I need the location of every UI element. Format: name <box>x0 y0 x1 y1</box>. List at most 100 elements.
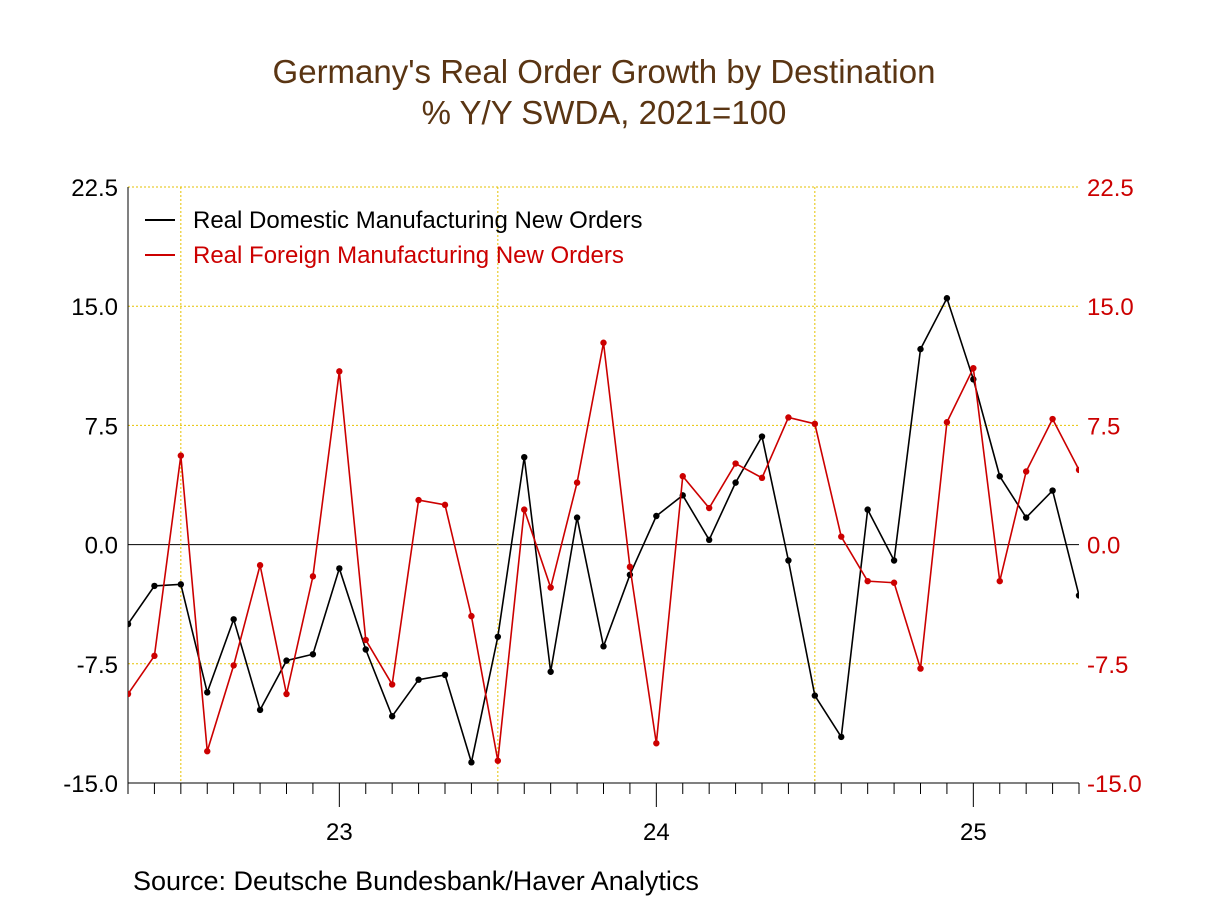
data-point <box>653 740 660 747</box>
data-point <box>283 657 290 664</box>
data-point <box>943 419 951 426</box>
data-point <box>943 295 951 302</box>
data-point <box>547 668 554 675</box>
data-point <box>468 612 475 620</box>
data-point <box>864 506 871 513</box>
data-point <box>679 473 686 480</box>
series-layer <box>128 295 1079 766</box>
axes: 22.5 22.5 15.0 15.0 7.5 7.5 0.0 0.0 -7.5 -7.5 -15.… <box>63 175 1141 846</box>
data-point <box>758 433 766 440</box>
legend-label: Real Domestic Manufacturing New Orders <box>193 207 643 234</box>
data-point <box>256 706 264 714</box>
y-tick-label-left: 22.5 <box>71 175 118 202</box>
chart-subtitle: % Y/Y SWDA, 2021=100 <box>421 94 787 131</box>
data-point <box>177 452 185 459</box>
data-point <box>415 496 422 504</box>
data-point <box>309 651 317 658</box>
y-tick-label-left: -7.5 <box>77 652 118 679</box>
data-point <box>547 584 554 591</box>
data-point <box>204 689 211 696</box>
chart-title: Germany's Real Order Growth by Destinati… <box>272 53 936 90</box>
data-point <box>573 514 581 521</box>
data-point <box>230 662 237 669</box>
data-point <box>705 536 713 544</box>
data-point <box>705 504 713 512</box>
data-point <box>573 479 581 486</box>
data-point <box>890 579 898 586</box>
series-domestic <box>128 295 1079 766</box>
data-point <box>362 646 369 653</box>
data-point <box>732 460 739 467</box>
data-point <box>1075 592 1079 599</box>
data-point <box>283 690 290 698</box>
y-tick-label-right: 15.0 <box>1087 294 1134 321</box>
data-point <box>362 636 369 644</box>
data-point <box>336 368 343 375</box>
data-point <box>600 643 607 650</box>
data-point <box>785 557 792 564</box>
data-point <box>388 713 396 720</box>
data-point <box>336 565 343 572</box>
data-point <box>128 690 132 698</box>
data-point <box>441 671 449 679</box>
y-tick-label-right: 0.0 <box>1087 533 1120 560</box>
y-tick-label-right: -7.5 <box>1087 652 1128 679</box>
data-point <box>890 557 898 564</box>
data-point <box>917 665 924 672</box>
data-point <box>256 562 264 569</box>
data-point <box>441 501 449 509</box>
data-point <box>917 345 924 353</box>
data-point <box>388 681 396 688</box>
data-point <box>494 757 502 764</box>
grid <box>128 186 1079 783</box>
data-point <box>1049 415 1056 423</box>
data-point <box>864 577 871 585</box>
data-point <box>996 577 1003 585</box>
data-point <box>177 581 185 588</box>
data-point <box>151 652 158 660</box>
data-point <box>970 364 977 372</box>
data-point <box>1049 487 1056 494</box>
data-point <box>732 479 739 486</box>
data-point <box>309 573 317 580</box>
data-point <box>838 533 845 540</box>
data-point <box>811 420 819 428</box>
data-point <box>128 620 132 628</box>
series-foreign <box>128 339 1079 764</box>
data-point <box>151 582 158 590</box>
series-line <box>128 342 1079 761</box>
data-point <box>230 616 237 623</box>
y-tick-label-right: 22.5 <box>1087 175 1134 202</box>
data-point <box>758 474 766 482</box>
x-year-label: 25 <box>960 819 987 846</box>
data-point <box>811 692 819 699</box>
data-point <box>521 506 528 513</box>
legend-label: Real Foreign Manufacturing New Orders <box>193 242 624 269</box>
data-point <box>494 633 502 640</box>
data-point <box>838 733 845 741</box>
data-point <box>415 676 422 683</box>
y-tick-label-left: 7.5 <box>85 413 118 440</box>
source-note: Source: Deutsche Bundesbank/Haver Analyt… <box>133 866 699 896</box>
y-tick-label-right: 7.5 <box>1087 413 1120 440</box>
x-year-label: 24 <box>643 819 670 846</box>
data-point <box>626 563 634 571</box>
legend: Real Domestic Manufacturing New Orders Re… <box>145 207 643 269</box>
y-tick-label-left: 0.0 <box>85 533 118 560</box>
data-point <box>1022 514 1030 521</box>
series-line <box>128 296 1079 763</box>
data-point <box>600 339 607 346</box>
data-point <box>996 473 1003 480</box>
y-tick-label-left: -15.0 <box>63 771 118 798</box>
data-point <box>204 748 211 755</box>
y-tick-label-right: -15.0 <box>1087 771 1142 798</box>
data-point <box>653 512 660 520</box>
data-point <box>785 414 792 421</box>
x-year-label: 23 <box>326 819 353 846</box>
data-point <box>468 759 475 766</box>
data-point <box>1075 466 1079 474</box>
y-tick-label-left: 15.0 <box>71 294 118 321</box>
data-point <box>521 453 528 461</box>
data-point <box>1022 468 1030 475</box>
